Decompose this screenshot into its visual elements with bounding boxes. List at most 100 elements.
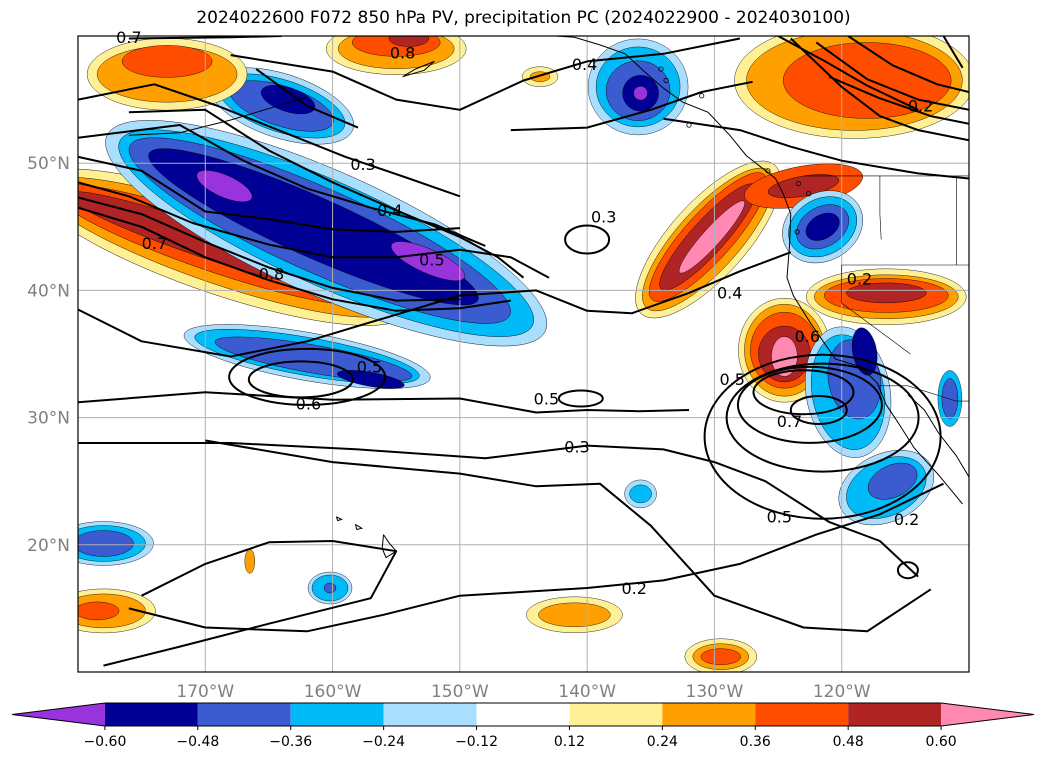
pv-contour-ring — [247, 360, 354, 399]
positive-small-mid — [521, 66, 559, 87]
contour-label: 0.2 — [847, 270, 872, 289]
colorbar-segment — [941, 703, 1034, 726]
island-outline — [795, 180, 802, 187]
pv-contour-line — [78, 124, 486, 247]
contour-label: 0.3 — [350, 155, 375, 174]
pv-contour-ring — [896, 561, 919, 580]
colorbar-segment — [12, 703, 105, 726]
lon-tick-label: 150°W — [431, 682, 489, 702]
pc-fill-level — [390, 241, 466, 281]
pc-fill-level — [337, 370, 405, 389]
contour-label: 0.5 — [534, 389, 559, 408]
pc-fill-level — [388, 36, 430, 47]
contour-label: 0.7 — [777, 412, 802, 431]
contour-label: 0.4 — [377, 201, 402, 220]
colorbar-tick-label: 0.12 — [554, 734, 585, 750]
contour-label: 0.5 — [419, 251, 444, 270]
negative-hawaii-west — [307, 571, 353, 605]
pv-contour-line — [847, 36, 969, 93]
island-outline — [794, 229, 800, 235]
lon-tick-label: 120°W — [813, 682, 871, 702]
positive-south-edge — [684, 638, 757, 672]
axis-tick-labels: 170°W 160°W 150°W 140°W 130°W 120°W 50°N 40°N 30… — [27, 154, 871, 702]
lat-tick-label: 50°N — [27, 154, 70, 174]
pv-contour-ring — [725, 362, 920, 473]
positive-west-edge-south — [78, 588, 156, 634]
pv-contour-line — [78, 155, 460, 233]
negative-mexico — [838, 450, 935, 526]
pv-contour-line — [790, 37, 969, 142]
contour-label: 0.5 — [767, 508, 792, 527]
lon-tick-label: 140°W — [558, 682, 616, 702]
negative-pacific-nw — [782, 190, 863, 264]
pv-contour-line — [78, 196, 460, 302]
colorbar-tick-label: −0.36 — [269, 734, 312, 750]
pc-fill-level — [633, 85, 648, 101]
contour-label: 0.2 — [908, 97, 933, 116]
contour-label: 0.5 — [719, 370, 744, 389]
pv-contour-ring — [752, 369, 855, 416]
coastline — [335, 516, 343, 522]
positive-nw-corner — [86, 37, 248, 111]
pc-fill-level — [214, 336, 413, 382]
contour-label: 0.8 — [259, 265, 284, 284]
lat-tick-label: 20°N — [27, 536, 70, 556]
pv-contour-line — [128, 482, 944, 633]
colorbar-tick-label: 0.36 — [740, 734, 771, 750]
colorbar-tick-label: 0.60 — [926, 734, 957, 750]
negative-band-central — [105, 120, 548, 347]
pc-fill-level — [805, 212, 840, 241]
pv-contour-line — [663, 117, 969, 180]
pc-fill-level — [538, 602, 611, 627]
lat-tick-label: 40°N — [27, 281, 70, 301]
contour-label: 0.2 — [621, 579, 646, 598]
pv-contour-line — [78, 206, 511, 312]
lat-tick-label: 30°N — [27, 409, 70, 429]
colorbar: −0.60 −0.48 −0.36 −0.24 −0.12 0.12 0.24 0.36 0.4… — [11, 702, 1035, 750]
contour-label: 0.6 — [795, 327, 820, 346]
political-border — [879, 175, 882, 240]
positive-south-central — [526, 596, 623, 633]
pc-fill-level — [78, 530, 134, 557]
contour-label: 0.6 — [296, 394, 321, 413]
lon-tick-label: 160°W — [304, 682, 362, 702]
political-border — [878, 385, 969, 402]
colorbar-tick-label: 0.48 — [833, 734, 864, 750]
pc-fill-level — [196, 170, 253, 203]
contour-label: 0.5 — [357, 358, 382, 377]
colorbar-segment — [476, 703, 570, 726]
lon-tick-label: 170°W — [176, 682, 234, 702]
pc-fill-level — [244, 549, 256, 574]
colorbar-segment — [569, 703, 663, 726]
negative-west-edge — [78, 521, 154, 566]
pv-contour-ring — [736, 365, 883, 444]
pc-fill-level — [846, 282, 927, 304]
colorbar-segment — [383, 703, 477, 726]
pv-contour-line — [815, 41, 969, 111]
negative-gulf-small — [937, 370, 963, 427]
pc-fill-level — [678, 200, 745, 274]
island-outline — [699, 93, 705, 99]
pv-contour-line — [78, 83, 461, 198]
pv-contour-line — [230, 37, 741, 111]
coastline — [128, 96, 308, 136]
pv-contour-line — [255, 68, 359, 129]
pv-contour-line — [128, 108, 525, 279]
coastline — [381, 534, 397, 559]
colorbar-segment — [755, 703, 849, 726]
positive-coastal-diagonal — [635, 160, 863, 319]
pv-contour-ring — [228, 347, 387, 406]
pv-contours — [78, 36, 969, 667]
positive-interior-west — [806, 268, 967, 325]
pc-fill-level — [629, 484, 652, 504]
negative-band-southwest — [183, 324, 431, 389]
coastline — [402, 60, 435, 78]
negative-band-north — [209, 67, 354, 145]
positive-north-top — [326, 36, 467, 75]
pv-contour-line — [78, 251, 792, 358]
precipitation-pc-fills — [78, 36, 969, 672]
pc-fill-level — [121, 45, 213, 78]
pv-contour-line — [510, 80, 753, 132]
contour-label: 0.3 — [591, 207, 616, 226]
